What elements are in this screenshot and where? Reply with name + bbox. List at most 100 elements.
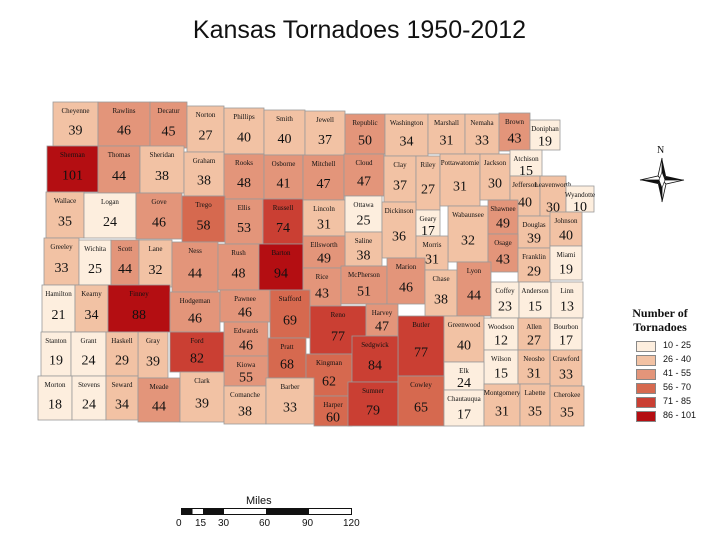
county-shape bbox=[41, 284, 76, 333]
county-name: Gray bbox=[146, 337, 160, 345]
county-marshall: Marshall 31 bbox=[427, 113, 466, 155]
county-tornado-count: 21 bbox=[52, 308, 66, 323]
county-tornado-count: 31 bbox=[317, 218, 331, 233]
scale-tick-label: 0 bbox=[176, 518, 182, 529]
county-tornado-count: 48 bbox=[237, 176, 251, 191]
county-russell: Russell 74 bbox=[262, 198, 304, 245]
county-name: Republic bbox=[352, 119, 377, 127]
county-shape bbox=[397, 375, 445, 427]
county-tornado-count: 69 bbox=[283, 314, 297, 329]
scale-tick-label: 90 bbox=[302, 518, 314, 529]
county-tornado-count: 36 bbox=[392, 230, 406, 245]
county-tornado-count: 44 bbox=[467, 289, 481, 304]
county-trego: Trego 58 bbox=[181, 195, 226, 243]
legend-title-line1: Number of bbox=[632, 306, 688, 320]
county-shape bbox=[223, 355, 269, 387]
county-tornado-count: 94 bbox=[274, 267, 288, 282]
county-stanton: Stanton 19 bbox=[40, 331, 72, 377]
county-norton: Norton 27 bbox=[186, 105, 225, 153]
county-osborne: Osborne 41 bbox=[263, 154, 304, 200]
county-tornado-count: 77 bbox=[331, 330, 345, 345]
county-name: Pottawatomie bbox=[441, 159, 480, 167]
county-name: Douglas bbox=[522, 221, 546, 229]
county-pratt: Pratt 68 bbox=[267, 337, 307, 379]
legend-swatch bbox=[636, 411, 656, 422]
county-shape bbox=[344, 195, 383, 233]
county-grant: Grant 24 bbox=[70, 331, 107, 377]
county-name: Wilson bbox=[491, 355, 511, 363]
county-name: Jewell bbox=[316, 116, 334, 124]
county-tornado-count: 24 bbox=[82, 354, 96, 369]
county-name: Marshall bbox=[434, 119, 459, 127]
county-thomas: Thomas 44 bbox=[97, 145, 141, 194]
county-greenwood: Greenwood 40 bbox=[443, 315, 485, 363]
county-name: Miami bbox=[557, 251, 576, 259]
county-tornado-count: 88 bbox=[132, 308, 146, 323]
county-tornado-count: 15 bbox=[519, 164, 533, 179]
county-shape bbox=[223, 321, 269, 357]
county-tornado-count: 27 bbox=[199, 129, 213, 144]
county-name: Pratt bbox=[280, 343, 293, 351]
county-labette: Labette 35 bbox=[519, 383, 551, 427]
county-shape bbox=[97, 145, 141, 194]
county-shape bbox=[517, 349, 551, 385]
county-shape bbox=[383, 155, 417, 203]
county-shape bbox=[105, 331, 139, 377]
county-tornado-count: 33 bbox=[283, 401, 297, 416]
legend-title-line2: Tornadoes bbox=[633, 320, 687, 334]
county-tornado-count: 33 bbox=[559, 368, 573, 383]
county-sheridan: Sheridan 38 bbox=[139, 145, 185, 194]
county-shape bbox=[397, 315, 445, 377]
county-tornado-count: 33 bbox=[55, 261, 69, 276]
county-shape bbox=[386, 257, 426, 305]
county-cloud: Cloud 47 bbox=[343, 153, 385, 197]
county-sherman: Sherman 101 bbox=[46, 145, 99, 193]
county-name: Shawnee bbox=[490, 205, 515, 213]
county-name: Graham bbox=[193, 157, 216, 165]
county-shape bbox=[443, 315, 485, 363]
county-tornado-count: 82 bbox=[190, 352, 204, 367]
legend-swatch bbox=[636, 383, 656, 394]
north-arrow-icon bbox=[639, 157, 685, 203]
county-tornado-count: 46 bbox=[399, 281, 413, 296]
legend-label: 10 - 25 bbox=[663, 340, 692, 350]
county-barber: Barber 33 bbox=[265, 377, 315, 425]
county-name: Seward bbox=[112, 381, 133, 389]
county-tornado-count: 19 bbox=[538, 135, 552, 150]
county-montgomery: Montgomery 31 bbox=[483, 383, 521, 427]
county-ness: Ness 44 bbox=[171, 241, 219, 293]
county-name: Finney bbox=[129, 290, 149, 298]
county-name: Nemaha bbox=[470, 119, 494, 127]
county-tornado-count: 40 bbox=[237, 131, 251, 146]
county-tornado-count: 34 bbox=[115, 398, 129, 413]
county-tornado-count: 40 bbox=[457, 339, 471, 354]
county-shape bbox=[415, 209, 441, 237]
county-mcpherson: McPherson 51 bbox=[340, 265, 388, 305]
county-shape bbox=[313, 395, 353, 427]
county-tornado-count: 41 bbox=[277, 177, 291, 192]
county-name: Scott bbox=[118, 245, 132, 253]
county-name: Washington bbox=[390, 119, 424, 127]
county-tornado-count: 35 bbox=[560, 406, 574, 421]
county-shape bbox=[529, 119, 561, 151]
county-tornado-count: 60 bbox=[326, 411, 340, 426]
county-shape bbox=[365, 303, 399, 337]
county-tornado-count: 68 bbox=[280, 358, 294, 373]
county-tornado-count: 46 bbox=[117, 124, 131, 139]
county-name: Ottawa bbox=[353, 201, 374, 209]
county-tornado-count: 31 bbox=[440, 134, 454, 149]
county-name: Leavenworth bbox=[535, 181, 572, 189]
county-name: Reno bbox=[331, 311, 346, 319]
county-tornado-count: 24 bbox=[103, 215, 117, 230]
county-name: Wallace bbox=[54, 197, 76, 205]
county-name: Osage bbox=[494, 239, 512, 247]
county-tornado-count: 79 bbox=[366, 404, 380, 419]
county-tornado-count: 65 bbox=[414, 401, 428, 416]
county-tornado-count: 39 bbox=[69, 124, 83, 139]
county-shape bbox=[443, 389, 485, 427]
county-crawford: Crawford 33 bbox=[549, 349, 583, 387]
county-gray: Gray 39 bbox=[137, 331, 169, 379]
